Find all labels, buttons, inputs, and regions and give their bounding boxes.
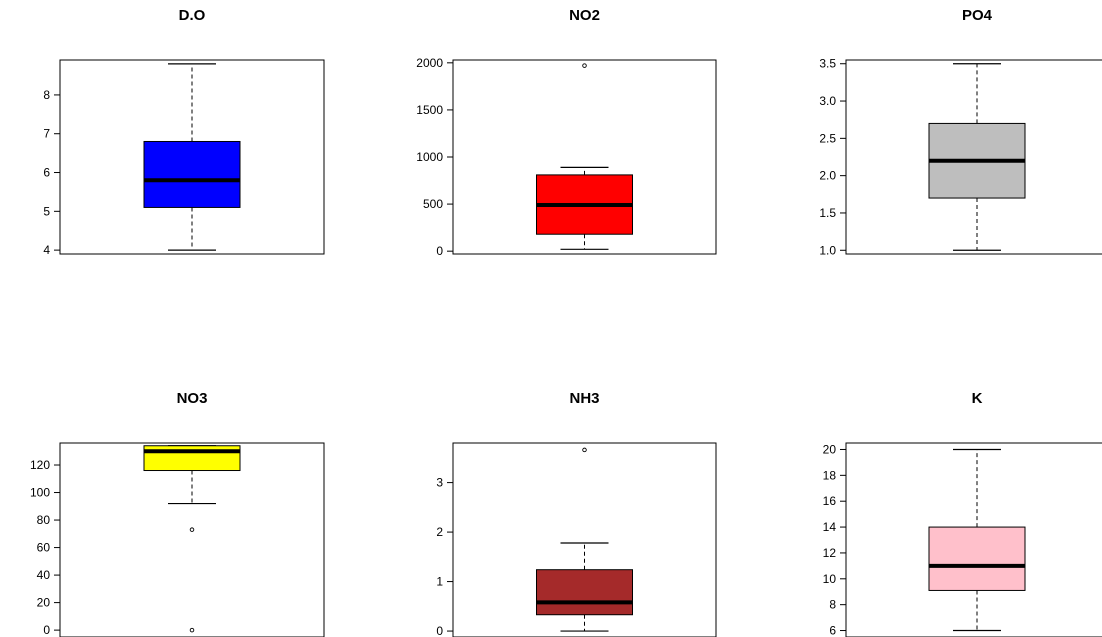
y-tick-label: 20 [823, 442, 837, 456]
y-tick-label: 40 [37, 568, 51, 582]
y-tick-label: 8 [43, 88, 50, 102]
panel-title: PO4 [962, 7, 993, 24]
y-tick-label: 14 [823, 520, 837, 534]
y-tick-label: 2.0 [819, 169, 836, 183]
y-tick-label: 500 [423, 197, 443, 211]
y-tick-label: 1 [436, 575, 443, 589]
box-iqr [536, 569, 633, 616]
y-tick-label: 60 [37, 541, 51, 555]
y-tick-label: 5 [43, 204, 50, 218]
y-tick-label: 120 [30, 458, 50, 472]
boxplot-panel: NO2 0 500 1000 1500 2000 [416, 7, 717, 258]
panel-title: D.O [179, 7, 206, 24]
y-tick-label: 8 [829, 598, 836, 612]
plot-frame [845, 442, 1102, 637]
y-tick-label: 16 [823, 494, 837, 508]
box-iqr [928, 526, 1026, 591]
y-tick-label: 1.0 [819, 243, 836, 257]
outlier-point [189, 627, 195, 633]
outlier-point [582, 63, 587, 68]
boxplot-panel: D.O 4 5 6 7 8 [43, 7, 325, 257]
plot-frame [59, 442, 325, 637]
y-tick-label: 20 [37, 596, 51, 610]
y-tick-label: 6 [43, 166, 50, 180]
boxplot-panel: NH3 0 1 2 3 [436, 390, 717, 637]
y-tick-label: 1500 [416, 103, 443, 117]
plot-frame [845, 59, 1102, 255]
y-tick-label: 1.5 [819, 206, 836, 220]
y-tick-label: 100 [30, 486, 50, 500]
y-tick-label: 18 [823, 468, 837, 482]
panel-title: K [972, 390, 983, 407]
y-tick-label: 3 [436, 476, 443, 490]
y-tick-label: 80 [37, 513, 51, 527]
y-tick-label: 10 [823, 572, 837, 586]
y-tick-label: 2 [436, 525, 443, 539]
boxplot-panel: K 6 8 10 12 14 16 18 20 [823, 390, 1102, 637]
y-tick-label: 0 [436, 624, 443, 637]
panel-title: NO2 [569, 7, 600, 24]
y-tick-label: 3.5 [819, 57, 836, 71]
y-tick-label: 3.0 [819, 94, 836, 108]
outlier-point [189, 527, 195, 532]
y-tick-label: 0 [43, 623, 50, 637]
y-tick-label: 1000 [416, 150, 443, 164]
plot-frame [452, 442, 717, 637]
outlier-point [582, 447, 587, 453]
y-tick-label: 7 [43, 127, 50, 141]
y-tick-label: 2000 [416, 56, 443, 70]
y-tick-label: 6 [829, 624, 836, 637]
y-tick-label: 4 [43, 243, 50, 257]
y-tick-label: 2.5 [819, 131, 836, 145]
y-tick-label: 12 [823, 546, 837, 560]
boxplot-panel: NO3 0 20 40 60 80 100 120 [30, 390, 325, 637]
panel-title: NH3 [569, 390, 599, 407]
plot-frame [59, 59, 325, 255]
box-iqr [143, 140, 241, 208]
boxplot-panel: PO4 1.0 1.5 2.0 2.5 3.0 3.5 [819, 7, 1102, 257]
y-tick-label: 0 [436, 244, 443, 258]
panel-title: NO3 [177, 390, 208, 407]
